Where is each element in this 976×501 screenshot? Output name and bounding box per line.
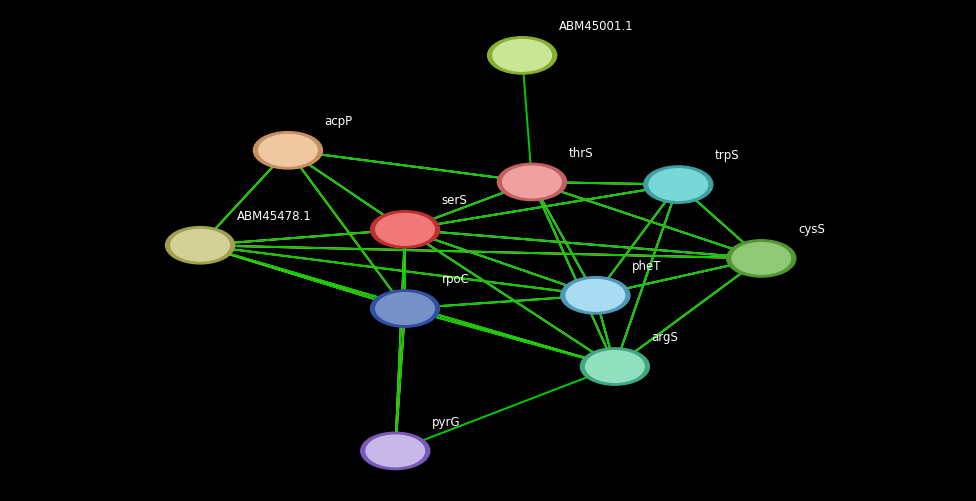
Circle shape	[498, 163, 566, 200]
Circle shape	[488, 37, 556, 74]
Text: pheT: pheT	[632, 260, 662, 273]
Circle shape	[166, 226, 234, 264]
Text: argS: argS	[652, 331, 678, 344]
Circle shape	[259, 134, 317, 166]
Text: rpoC: rpoC	[441, 274, 469, 287]
Circle shape	[732, 242, 791, 274]
Circle shape	[581, 348, 649, 385]
Circle shape	[376, 293, 434, 324]
Text: ABM45001.1: ABM45001.1	[558, 20, 633, 33]
Text: pyrG: pyrG	[431, 416, 461, 429]
Circle shape	[376, 213, 434, 245]
Text: trpS: trpS	[714, 149, 740, 162]
Circle shape	[649, 169, 708, 200]
Circle shape	[566, 280, 625, 311]
Text: acpP: acpP	[324, 115, 352, 128]
Text: thrS: thrS	[568, 147, 593, 160]
Circle shape	[561, 277, 630, 314]
Text: serS: serS	[441, 194, 468, 207]
Text: cysS: cysS	[798, 223, 825, 236]
Circle shape	[644, 166, 712, 203]
Circle shape	[503, 166, 561, 198]
Circle shape	[366, 435, 425, 467]
Circle shape	[171, 229, 229, 261]
Circle shape	[586, 351, 644, 382]
Circle shape	[493, 40, 551, 71]
Circle shape	[727, 240, 795, 277]
Text: ABM45478.1: ABM45478.1	[237, 210, 311, 223]
Circle shape	[254, 132, 322, 169]
Circle shape	[371, 211, 439, 248]
Circle shape	[361, 432, 429, 469]
Circle shape	[371, 290, 439, 327]
